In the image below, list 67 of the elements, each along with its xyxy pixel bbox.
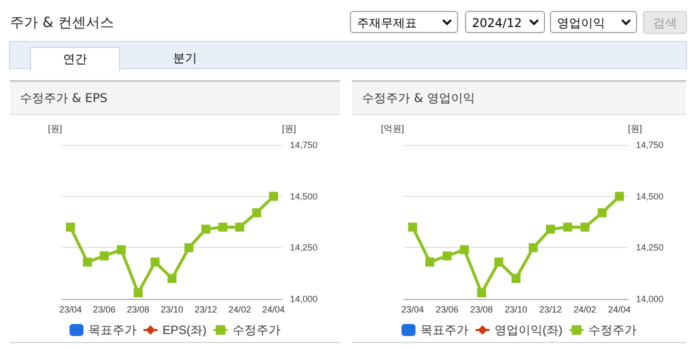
point bbox=[580, 222, 590, 232]
point bbox=[252, 208, 262, 218]
x-tick-label: 24/02 bbox=[228, 304, 251, 314]
y2-tick-label: 14,750 bbox=[636, 140, 664, 150]
point bbox=[477, 288, 486, 298]
legend-label: EPS(좌) bbox=[162, 323, 207, 337]
point bbox=[425, 258, 434, 267]
y2-axis-title: [원] bbox=[628, 124, 642, 134]
y-axis-title: [원] bbox=[48, 124, 62, 134]
x-tick-label: 23/12 bbox=[539, 304, 562, 314]
chart-title: 수정주가 & 영업이익 bbox=[352, 82, 686, 115]
x-tick-label: 23/04 bbox=[401, 304, 424, 314]
point bbox=[614, 192, 624, 201]
point bbox=[150, 258, 160, 267]
y2-tick-label: 14,500 bbox=[636, 191, 664, 202]
x-tick-label: 23/04 bbox=[59, 304, 82, 314]
text: 주가 & 컨센서스 bbox=[10, 14, 114, 32]
point bbox=[494, 258, 504, 267]
legend-label: 수정주가 bbox=[588, 323, 636, 337]
point bbox=[408, 222, 418, 232]
x-tick-label: 23/12 bbox=[194, 304, 218, 314]
point bbox=[546, 224, 555, 234]
point bbox=[460, 245, 469, 254]
point bbox=[116, 245, 126, 254]
y2-tick-label: 14,000 bbox=[636, 294, 664, 304]
point bbox=[134, 288, 143, 298]
point bbox=[201, 224, 210, 234]
x-tick-label: 23/08 bbox=[470, 304, 493, 314]
point bbox=[512, 274, 520, 283]
text: 연간 bbox=[30, 47, 120, 71]
point bbox=[82, 258, 92, 267]
point bbox=[598, 208, 607, 218]
text: 2024/12 bbox=[472, 16, 522, 30]
text: 영업이익 bbox=[557, 16, 605, 30]
x-tick-label: 24/04 bbox=[608, 304, 631, 314]
x-tick-label: 23/10 bbox=[504, 304, 528, 314]
y2-axis-title: [원] bbox=[282, 124, 296, 134]
text: 주재무제표 bbox=[357, 16, 417, 30]
chart-title: 수정주가 & EPS bbox=[10, 82, 340, 115]
x-tick-label: 23/06 bbox=[93, 304, 116, 314]
point bbox=[269, 192, 278, 201]
y2-tick-label: 14,250 bbox=[636, 242, 664, 253]
text: 검색 bbox=[643, 11, 687, 34]
point bbox=[184, 243, 194, 252]
x-tick-label: 23/10 bbox=[160, 304, 184, 314]
x-tick-label: 23/08 bbox=[126, 304, 150, 314]
point bbox=[66, 222, 75, 232]
y-axis-title: [억원] bbox=[380, 124, 404, 134]
legend-label: 목표주가 bbox=[88, 323, 136, 337]
point bbox=[218, 222, 228, 232]
point bbox=[442, 251, 452, 260]
y2-tick-label: 14,750 bbox=[290, 140, 318, 150]
x-tick-label: 24/04 bbox=[262, 304, 285, 314]
point bbox=[100, 251, 109, 260]
point bbox=[528, 243, 538, 252]
y2-tick-label: 14,250 bbox=[290, 242, 318, 253]
y2-tick-label: 14,500 bbox=[290, 191, 318, 202]
legend-label: 목표주가 bbox=[420, 323, 469, 337]
point bbox=[235, 222, 244, 232]
y2-tick-label: 14,000 bbox=[290, 294, 318, 304]
legend-label: 수정주가 bbox=[232, 323, 280, 337]
text: 분기 bbox=[172, 50, 198, 67]
x-tick-label: 23/06 bbox=[436, 304, 458, 314]
point bbox=[563, 222, 572, 232]
x-tick-label: 24/02 bbox=[574, 304, 596, 314]
legend-label: 영업이익(좌) bbox=[494, 323, 563, 337]
point bbox=[168, 274, 176, 283]
